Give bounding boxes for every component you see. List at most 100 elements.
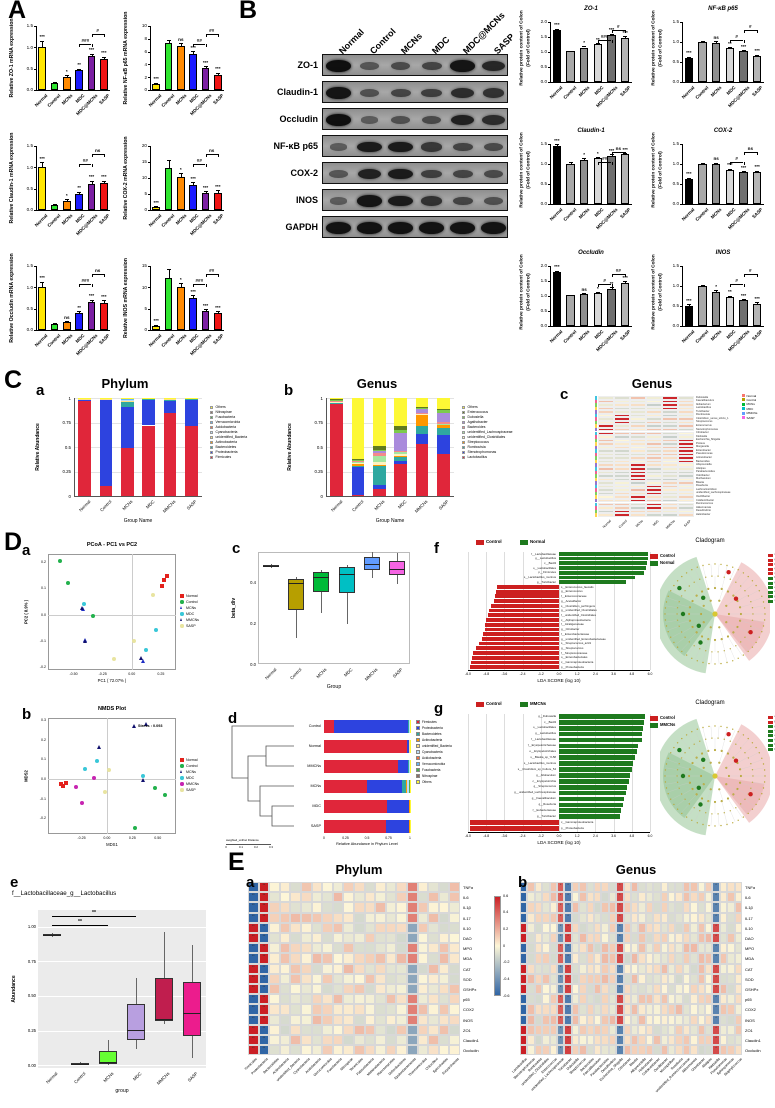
blot-strip xyxy=(322,81,508,103)
heatmap-cell xyxy=(638,933,646,944)
heatmap-cell xyxy=(417,1045,429,1056)
x-tick-label: -0.25 xyxy=(98,672,107,676)
cluster-strip xyxy=(595,484,597,489)
heatmap-cell xyxy=(653,892,661,903)
sig-bracket-end xyxy=(79,44,80,47)
lda-bar xyxy=(559,575,635,580)
lda-bar xyxy=(471,655,559,660)
heatmap-cell xyxy=(646,491,662,496)
heatmap-cell xyxy=(258,994,270,1005)
heatmap-cell xyxy=(630,445,646,450)
heatmap-cell xyxy=(719,943,728,954)
heatmap-cell xyxy=(727,1024,735,1035)
heatmap-cell xyxy=(598,406,614,411)
panel-d-sub-f: f xyxy=(434,540,439,557)
heatmap-cell xyxy=(598,403,614,407)
sig-bracket xyxy=(611,152,626,153)
sig-star: ** xyxy=(251,883,255,887)
cladogram xyxy=(660,718,770,836)
x-tick-label: 0.0 xyxy=(556,834,562,838)
heatmap-cell xyxy=(598,435,614,439)
heatmap-cell xyxy=(407,902,418,913)
heatmap-cell xyxy=(598,396,614,400)
taxon-label: f__unidentified_Clostridiales xyxy=(561,612,596,617)
x-axis-label: Group Name xyxy=(375,518,405,524)
sig-star: * xyxy=(619,944,621,949)
heatmap-cell xyxy=(660,973,668,984)
heatmap-cell xyxy=(332,892,344,903)
heatmap-cell xyxy=(631,933,639,944)
error-cap xyxy=(40,40,45,42)
heatmap-cell xyxy=(428,1045,439,1056)
sig-bracket xyxy=(611,274,626,275)
point-marker xyxy=(57,558,62,563)
sig-star: ** xyxy=(262,903,266,908)
heatmap-cell xyxy=(407,1004,418,1015)
heatmap-cell xyxy=(248,912,259,923)
stack-segment xyxy=(184,399,198,427)
legend-label: Verrucomicrobia xyxy=(422,761,446,766)
sig-bracket-end xyxy=(611,152,613,155)
sig-star: * xyxy=(567,974,569,979)
heatmap-cell xyxy=(542,1045,550,1056)
heatmap-cell xyxy=(697,892,705,903)
chart-claudin1-protein: Claudin-1 Relative protein content of Col… xyxy=(514,128,642,248)
heatmap-cell xyxy=(322,882,333,893)
y-axis xyxy=(150,146,151,210)
legend-label: unidentified_Bacteria xyxy=(422,743,452,748)
heatmap-cell xyxy=(279,1004,291,1015)
heatmap-cell xyxy=(375,1014,386,1025)
heatmap-cell xyxy=(682,922,691,933)
legend-label: MCNs xyxy=(186,605,196,610)
bar xyxy=(177,46,185,90)
sig-star: ** xyxy=(262,1036,266,1040)
heatmap-cell xyxy=(385,1045,397,1056)
heatmap-cell xyxy=(645,943,654,954)
row-label: Muribaculum xyxy=(696,477,711,481)
x-tick-label: SASP xyxy=(619,85,632,98)
y-tick-label: 0.1 xyxy=(41,586,46,591)
heatmap-cell xyxy=(697,922,705,933)
sig-label: *** xyxy=(202,184,209,190)
heatmap-cell xyxy=(682,933,691,944)
median-line xyxy=(99,1062,117,1064)
whisker xyxy=(296,610,297,638)
heatmap-cell xyxy=(527,1004,535,1015)
stack-segment xyxy=(372,455,386,462)
heatmap-cell xyxy=(712,973,720,984)
y-tick xyxy=(680,286,682,287)
heatmap-cell xyxy=(675,1024,683,1035)
blot-band xyxy=(388,141,413,153)
y-tick-label: 0.75 xyxy=(314,420,323,425)
heatmap-cell xyxy=(697,963,705,974)
heatmap-cell xyxy=(727,912,735,923)
heatmap-cell xyxy=(354,1014,365,1025)
sig-bracket-end xyxy=(205,34,207,37)
heatmap-cell xyxy=(712,943,720,954)
heatmap-cell xyxy=(428,1035,439,1046)
y-tick-label: 0.2 xyxy=(250,620,256,626)
stack-segment xyxy=(324,719,335,733)
heatmap-cell xyxy=(248,1014,259,1025)
sig-bracket-end xyxy=(217,274,219,277)
legend-swatch xyxy=(416,732,420,736)
heatmap-cell xyxy=(586,912,594,923)
legend-swatch xyxy=(462,411,466,415)
heatmap-cell xyxy=(719,1024,728,1035)
heatmap-cell xyxy=(549,953,557,964)
heatmap-cell xyxy=(690,943,698,954)
plot-border xyxy=(48,554,176,670)
bar xyxy=(593,293,603,326)
heatmap-cell xyxy=(645,902,654,913)
heatmap-cell xyxy=(396,922,407,933)
whisker xyxy=(52,936,53,938)
heatmap-cell xyxy=(727,1004,735,1015)
legend-swatch xyxy=(768,590,773,594)
heatmap-cell xyxy=(322,984,333,995)
sig-star: * xyxy=(619,1025,621,1030)
bar xyxy=(752,304,762,326)
stack-segment xyxy=(385,819,410,833)
heatmap-cell xyxy=(520,912,528,923)
heatmap-cell xyxy=(616,943,624,954)
sig-bracket xyxy=(597,40,612,41)
